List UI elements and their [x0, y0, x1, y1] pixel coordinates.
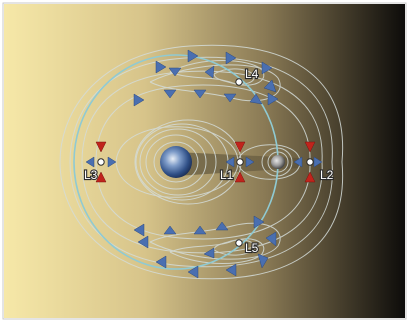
lagrange-points — [97, 78, 314, 247]
direction-arrow-icon — [225, 263, 237, 277]
label-l3: L3 — [84, 168, 98, 182]
stable-arrow-icon — [313, 156, 323, 168]
direction-arrow-icon — [263, 79, 277, 93]
lagrange-point-icon — [235, 239, 243, 247]
unstable-arrow-icon — [95, 171, 107, 183]
direction-arrow-icon — [193, 225, 207, 235]
direction-arrow-icon — [155, 60, 167, 74]
label-l5: L5 — [245, 241, 259, 255]
lagrange-point-icon — [306, 158, 314, 166]
flow-arrows — [85, 49, 323, 279]
direction-arrow-icon — [193, 89, 207, 99]
direction-arrow-icon — [187, 49, 199, 63]
direction-arrow-icon — [155, 255, 167, 269]
direction-arrow-icon — [203, 247, 215, 259]
moon-icon — [271, 155, 285, 169]
stable-arrow-icon — [293, 156, 303, 168]
direction-arrow-icon — [225, 51, 237, 65]
direction-arrow-icon — [204, 65, 215, 79]
direction-arrow-icon — [168, 67, 182, 77]
direction-arrow-icon — [267, 92, 279, 106]
unstable-arrow-icon — [234, 141, 246, 153]
direction-arrow-icon — [215, 221, 229, 231]
lagrange-point-icon — [235, 78, 243, 86]
unstable-arrow-icon — [304, 141, 316, 153]
earth-icon — [160, 146, 192, 178]
lagrange-point-icon — [97, 158, 105, 166]
direction-arrow-icon — [137, 235, 149, 249]
direction-arrow-icon — [261, 61, 273, 75]
label-l1: L1 — [220, 168, 234, 182]
direction-arrow-icon — [253, 215, 265, 229]
unstable-arrows — [95, 141, 316, 183]
stable-arrow-icon — [245, 156, 255, 168]
direction-arrow-icon — [133, 223, 145, 237]
direction-arrow-icon — [133, 93, 145, 107]
unstable-arrow-icon — [95, 141, 107, 153]
stable-arrow-icon — [107, 156, 117, 168]
direction-arrow-icon — [257, 253, 269, 269]
frame — [2, 2, 407, 320]
unstable-arrow-icon — [304, 171, 316, 183]
direction-arrow-icon — [163, 89, 177, 99]
lagrange-point-icon — [236, 158, 244, 166]
direction-arrow-icon — [163, 225, 177, 235]
direction-arrow-icon — [265, 231, 277, 247]
label-l4: L4 — [245, 67, 259, 81]
unstable-arrow-icon — [234, 171, 246, 183]
direction-arrow-icon — [249, 93, 263, 105]
stable-arrow-icon — [225, 156, 235, 168]
stable-arrow-icon — [85, 156, 95, 168]
direction-arrow-icon — [223, 93, 237, 103]
label-l2: L2 — [320, 168, 334, 182]
direction-arrow-icon — [187, 265, 199, 279]
